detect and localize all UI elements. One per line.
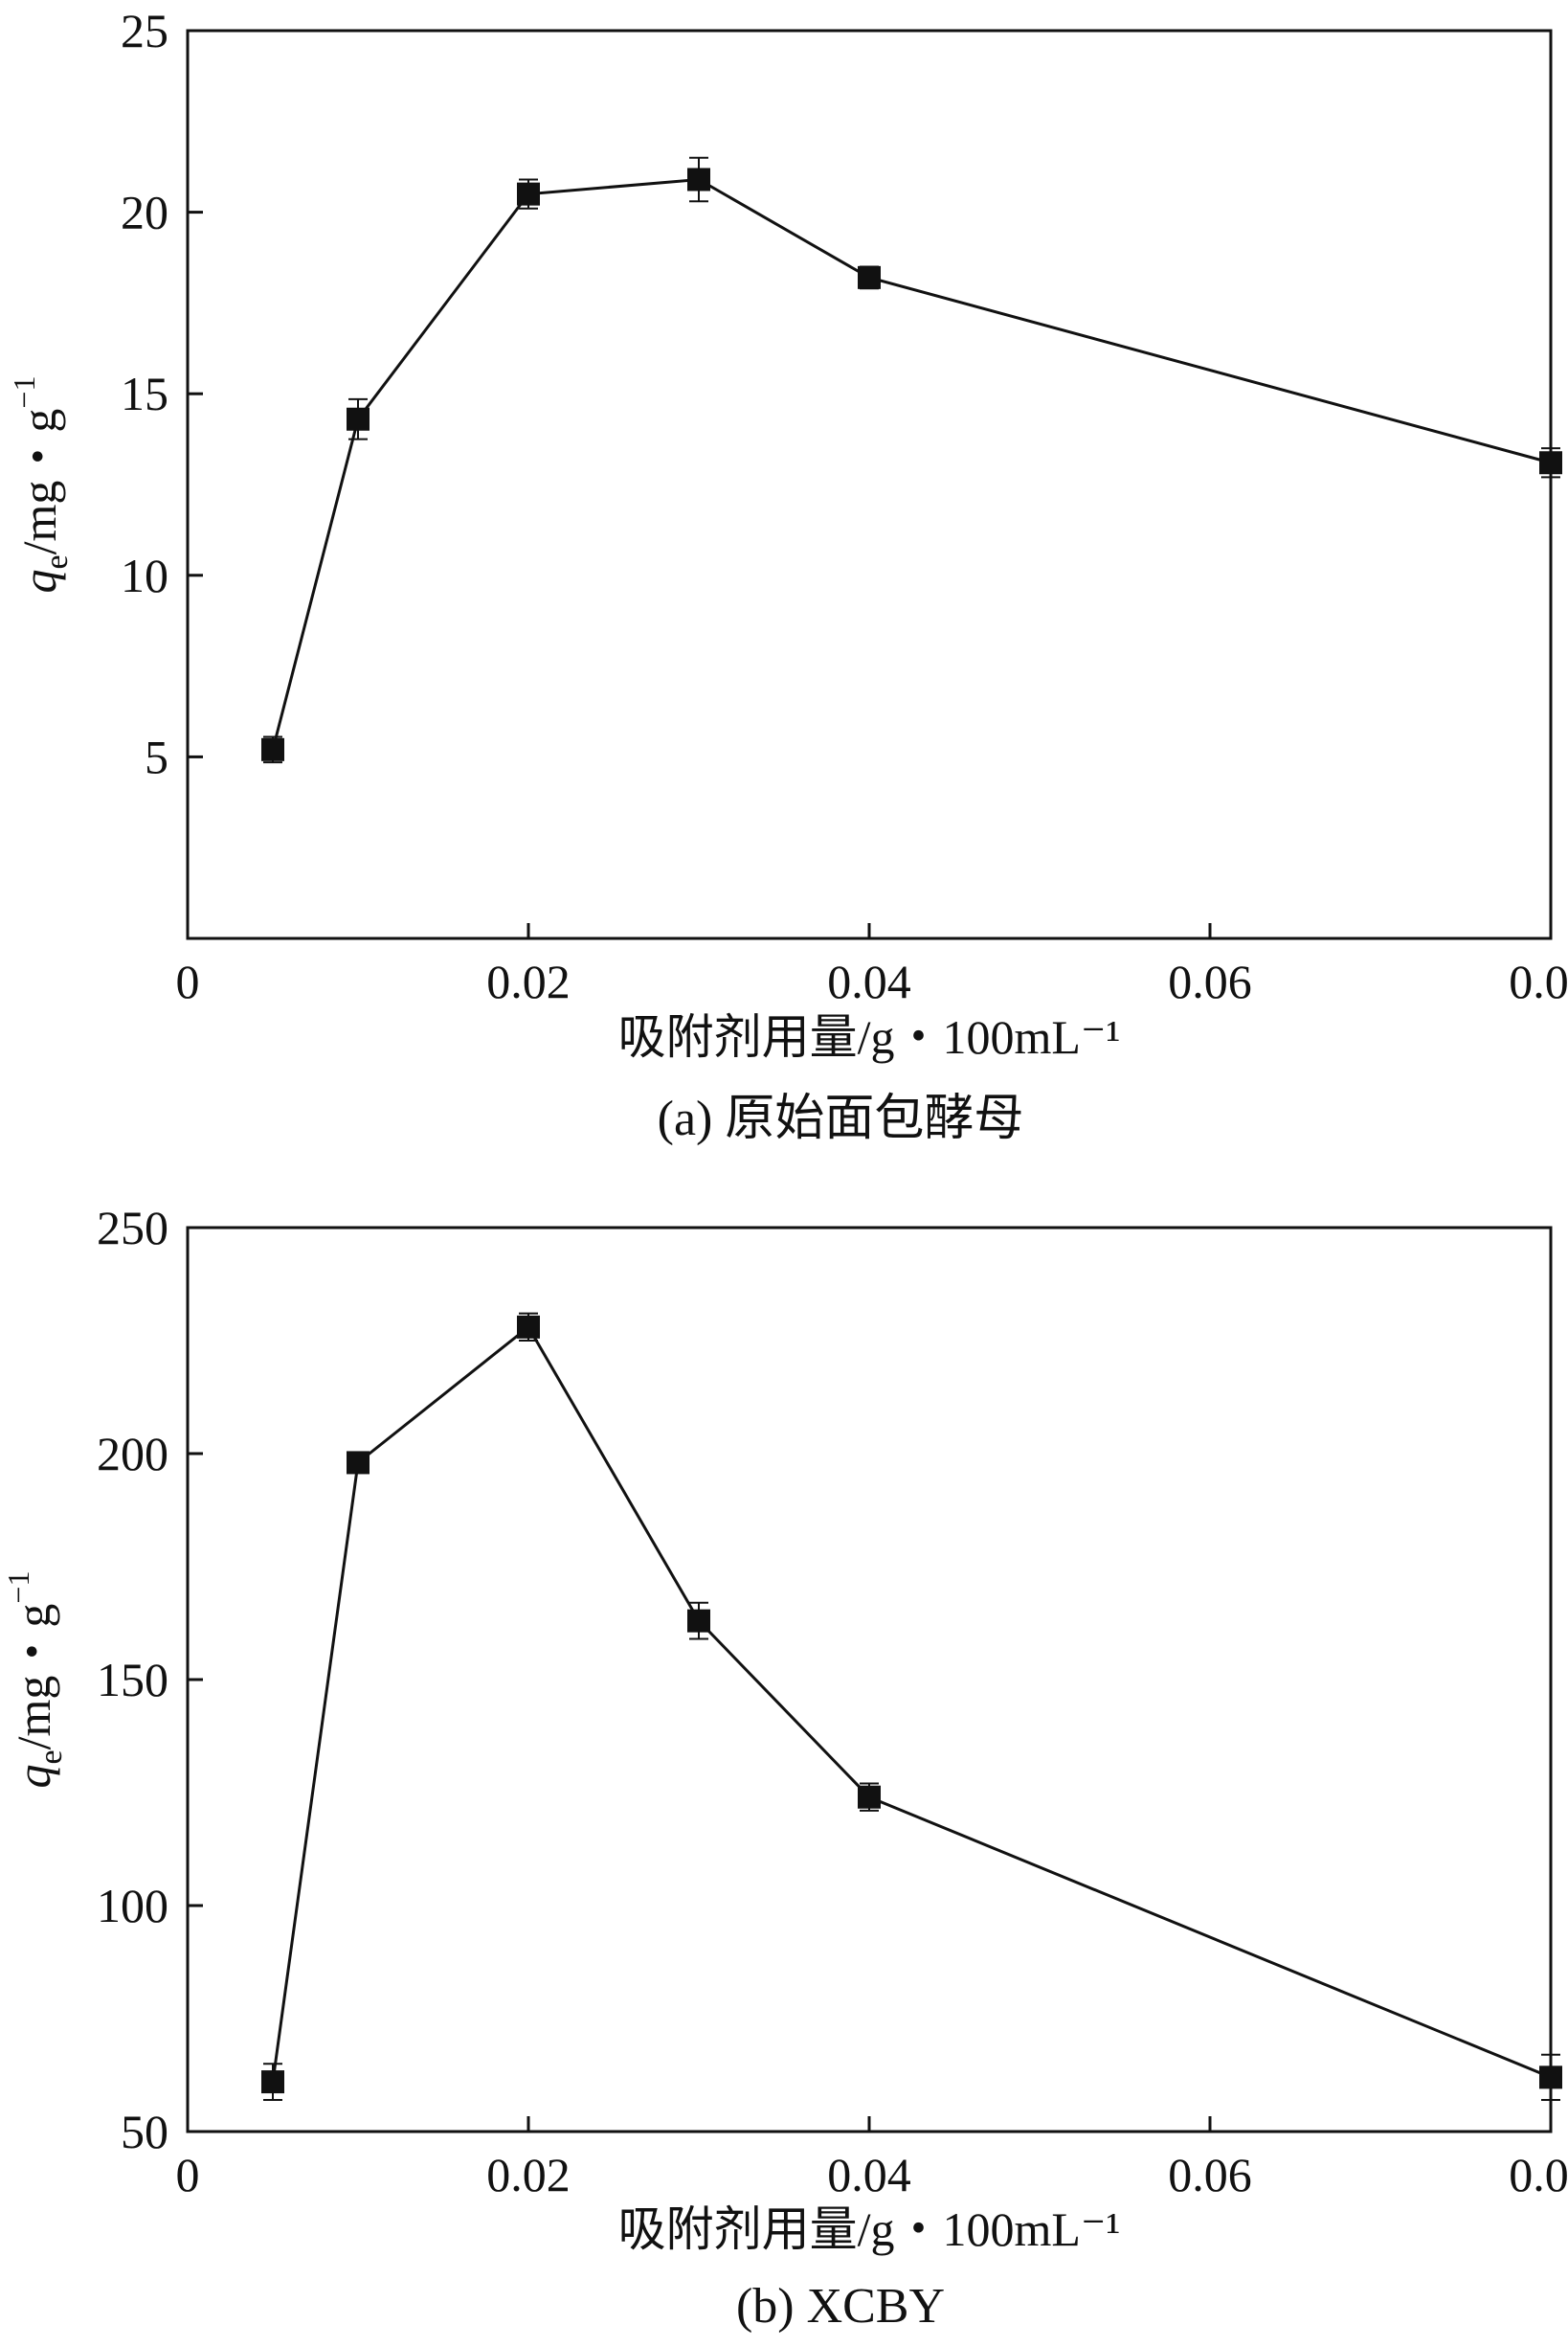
panel-caption: (a) 原始面包酵母 bbox=[658, 1092, 1024, 1146]
x-tick-label: 0.02 bbox=[486, 955, 571, 1008]
x-tick-label: 0 bbox=[176, 2148, 200, 2201]
x-tick-label: 0.06 bbox=[1168, 2148, 1252, 2201]
x-tick-label: 0.06 bbox=[1168, 955, 1252, 1008]
data-point bbox=[687, 168, 710, 192]
y-label-superscript: −1 bbox=[1, 1571, 35, 1604]
y-label-subscript: e bbox=[34, 1749, 69, 1764]
y-axis-label: qe/mg・g−1 bbox=[7, 376, 75, 594]
y-tick-label: 25 bbox=[121, 4, 168, 57]
y-tick-label: 200 bbox=[97, 1427, 168, 1480]
panel-caption: (b) XCBY bbox=[736, 2279, 945, 2334]
x-axis-label: 吸附剂用量/g・100mL⁻¹ bbox=[618, 2202, 1121, 2256]
y-label-symbol: q bbox=[7, 1764, 60, 1788]
y-tick-label: 5 bbox=[145, 730, 168, 783]
series-line bbox=[271, 177, 1552, 751]
y-tick-label: 150 bbox=[97, 1653, 168, 1706]
x-tick-label: 0.08 bbox=[1509, 955, 1568, 1008]
y-axis-label: qe/mg・g−1 bbox=[1, 1571, 69, 1789]
data-point bbox=[1539, 2065, 1562, 2089]
data-point bbox=[858, 265, 881, 289]
x-tick-label: 0.04 bbox=[827, 955, 911, 1008]
data-point bbox=[261, 737, 284, 761]
data-point bbox=[261, 2070, 284, 2094]
y-label-symbol: q bbox=[12, 569, 66, 593]
y-tick-label: 20 bbox=[121, 186, 168, 239]
y-label-superscript: −1 bbox=[7, 376, 41, 409]
data-point bbox=[517, 182, 540, 206]
data-point bbox=[347, 1451, 370, 1475]
data-point bbox=[1539, 451, 1562, 475]
data-point bbox=[858, 1785, 881, 1809]
series-line bbox=[271, 1324, 1552, 2083]
x-tick-label: 0.04 bbox=[827, 2148, 911, 2201]
data-point bbox=[517, 1315, 540, 1339]
data-point bbox=[687, 1609, 710, 1633]
chart-panel-b: 0 0.02 0.04 0.06 0.08 50 100 150 200 250 吸附剂用量/g・1… bbox=[1, 1201, 1568, 2334]
y-tick-label: 10 bbox=[121, 549, 168, 602]
x-tick-label: 0.02 bbox=[486, 2148, 571, 2201]
plot-frame bbox=[186, 29, 1553, 940]
y-tick-label: 15 bbox=[121, 367, 168, 420]
x-axis-label: 吸附剂用量/g・100mL⁻¹ bbox=[618, 1010, 1121, 1064]
y-tick-label: 100 bbox=[97, 1879, 168, 1932]
x-tick-label: 0 bbox=[176, 955, 200, 1008]
chart-panel-a: 0 0.02 0.04 0.06 0.08 5 10 15 20 25 吸附剂用量/g・100mL⁻… bbox=[7, 4, 1568, 1146]
y-label-subscript: e bbox=[39, 554, 75, 569]
y-label-unit: /mg・g bbox=[7, 1604, 60, 1750]
plot-frame bbox=[186, 1226, 1553, 2133]
data-point bbox=[347, 407, 370, 431]
y-tick-label: 50 bbox=[121, 2105, 168, 2158]
y-tick-label: 250 bbox=[97, 1201, 168, 1254]
x-tick-label: 0.08 bbox=[1509, 2148, 1568, 2201]
y-label-unit: /mg・g bbox=[12, 409, 66, 555]
